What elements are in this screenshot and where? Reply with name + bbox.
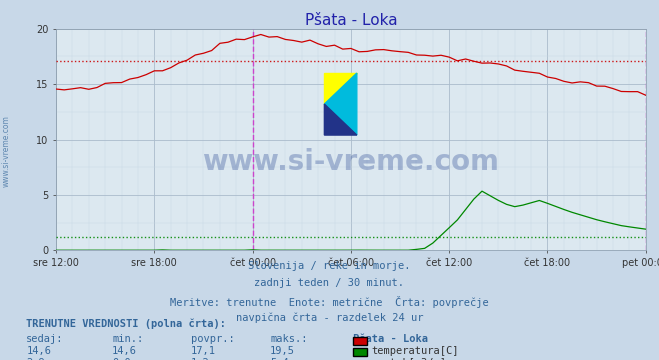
Text: 5,4: 5,4 bbox=[270, 358, 289, 360]
Text: 1,2: 1,2 bbox=[191, 358, 210, 360]
Text: 19,5: 19,5 bbox=[270, 346, 295, 356]
Text: www.si-vreme.com: www.si-vreme.com bbox=[2, 115, 11, 187]
Text: 14,6: 14,6 bbox=[112, 346, 137, 356]
Text: min.:: min.: bbox=[112, 334, 143, 344]
Text: Slovenija / reke in morje.: Slovenija / reke in morje. bbox=[248, 261, 411, 271]
Text: 2,9: 2,9 bbox=[26, 358, 45, 360]
Text: Meritve: trenutne  Enote: metrične  Črta: povprečje: Meritve: trenutne Enote: metrične Črta: … bbox=[170, 296, 489, 307]
Text: Pšata - Loka: Pšata - Loka bbox=[353, 334, 428, 344]
Text: pretok[m3/s]: pretok[m3/s] bbox=[371, 358, 446, 360]
Text: zadnji teden / 30 minut.: zadnji teden / 30 minut. bbox=[254, 278, 405, 288]
Text: www.si-vreme.com: www.si-vreme.com bbox=[202, 148, 500, 176]
Text: temperatura[C]: temperatura[C] bbox=[371, 346, 459, 356]
Text: 0,0: 0,0 bbox=[112, 358, 130, 360]
Text: TRENUTNE VREDNOSTI (polna črta):: TRENUTNE VREDNOSTI (polna črta): bbox=[26, 319, 226, 329]
Text: 17,1: 17,1 bbox=[191, 346, 216, 356]
Polygon shape bbox=[324, 104, 357, 135]
Title: Pšata - Loka: Pšata - Loka bbox=[304, 13, 397, 28]
Text: navpična črta - razdelek 24 ur: navpična črta - razdelek 24 ur bbox=[236, 313, 423, 323]
Text: 14,6: 14,6 bbox=[26, 346, 51, 356]
Text: maks.:: maks.: bbox=[270, 334, 308, 344]
Text: povpr.:: povpr.: bbox=[191, 334, 235, 344]
Text: sedaj:: sedaj: bbox=[26, 334, 64, 344]
Polygon shape bbox=[324, 73, 357, 104]
Polygon shape bbox=[324, 73, 357, 135]
